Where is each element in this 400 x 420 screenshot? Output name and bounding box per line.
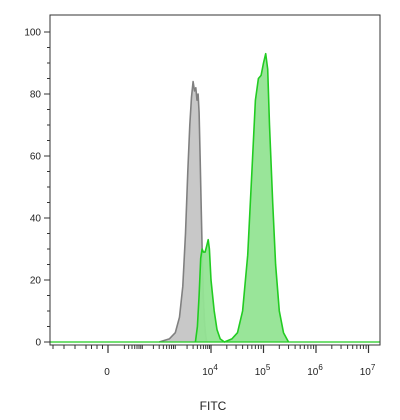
x-tick-label: 105 xyxy=(255,363,271,378)
y-tick-label: 80 xyxy=(30,90,42,101)
histogram-2-area xyxy=(195,53,289,342)
histogram-1-area xyxy=(159,81,207,342)
y-tick-label: 100 xyxy=(24,28,41,39)
y-tick-label: 0 xyxy=(35,338,41,349)
y-tick-label: 60 xyxy=(30,152,42,163)
y-tick-label: 40 xyxy=(30,214,42,225)
x-tick-label: 106 xyxy=(307,363,323,378)
x-tick-label: 0 xyxy=(104,367,110,378)
histogram-2-line xyxy=(194,52,290,343)
x-axis-title: FITC xyxy=(200,399,227,413)
plot-frame xyxy=(49,14,381,346)
x-tick-label: 107 xyxy=(360,363,376,378)
y-axis: 0 20 40 60 80 100 xyxy=(24,28,50,349)
x-tick-label: 104 xyxy=(202,363,218,378)
plot-area xyxy=(50,52,380,343)
y-tick-label: 20 xyxy=(30,276,42,287)
x-axis: 0 104 105 106 107 xyxy=(52,345,376,378)
